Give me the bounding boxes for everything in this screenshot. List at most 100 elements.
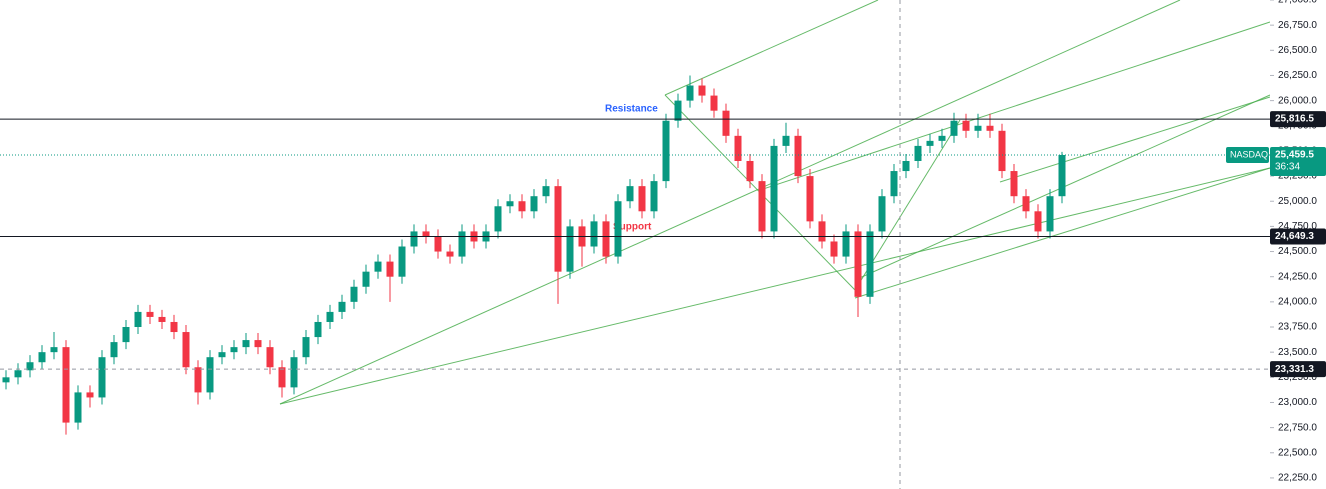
level-label: 24,649.3 xyxy=(1275,231,1314,242)
candle-body xyxy=(998,130,1006,172)
last-price-badge xyxy=(1270,147,1326,177)
candle-body xyxy=(122,327,130,343)
candle-body xyxy=(50,347,58,353)
trend-line xyxy=(759,21,1271,191)
candle-body xyxy=(878,196,886,232)
countdown-label: 36:34 xyxy=(1275,162,1300,173)
candle-body xyxy=(494,206,502,232)
candle-body xyxy=(206,357,214,393)
candle-body xyxy=(662,120,670,182)
trend-line xyxy=(279,0,1181,405)
candle-body xyxy=(86,392,94,398)
candle-body xyxy=(926,140,934,146)
y-tick-label: 24,000.0 xyxy=(1278,296,1317,307)
candle-body xyxy=(974,125,982,131)
y-tick-label: 22,250.0 xyxy=(1278,473,1317,484)
candle-body xyxy=(218,352,226,358)
candle-body xyxy=(14,370,22,378)
candle-body xyxy=(554,186,562,272)
crosshair-badge xyxy=(1270,361,1326,378)
trend-line xyxy=(279,167,1271,405)
candle-body xyxy=(182,332,190,368)
candle-body xyxy=(854,231,862,297)
candle-body xyxy=(842,231,850,257)
candle-body xyxy=(710,95,718,111)
candle-body xyxy=(374,261,382,272)
trend-line xyxy=(854,167,1271,299)
last-price-label: 25,459.5 xyxy=(1275,150,1314,161)
trend-line xyxy=(999,96,1271,183)
crosshair-label: 23,331.3 xyxy=(1275,364,1314,375)
y-tick-label: 23,000.0 xyxy=(1278,397,1317,408)
candle-body xyxy=(638,186,646,212)
candle-body xyxy=(626,186,634,202)
candle-body xyxy=(734,135,742,161)
candle-body xyxy=(698,85,706,96)
candle-body xyxy=(794,135,802,177)
candle-body xyxy=(230,347,238,353)
candle-body xyxy=(530,196,538,212)
annotation-resistance: Resistance xyxy=(605,104,658,115)
y-tick-label: 25,000.0 xyxy=(1278,196,1317,207)
y-tick-label: 24,750.0 xyxy=(1278,221,1317,232)
candle-body xyxy=(278,367,286,388)
candle-body xyxy=(194,367,202,393)
candle-body xyxy=(458,231,466,257)
candle-body xyxy=(818,221,826,242)
candle-body xyxy=(782,135,790,146)
candle-body xyxy=(170,321,178,333)
annotation-support: Support xyxy=(613,222,652,233)
candle-body xyxy=(266,347,274,368)
candle-body xyxy=(446,251,454,257)
candle-body xyxy=(410,231,418,247)
y-tick-label: 22,750.0 xyxy=(1278,422,1317,433)
candle-body xyxy=(134,311,142,328)
candle-body xyxy=(902,160,910,172)
candle-body xyxy=(242,340,250,348)
candle-body xyxy=(146,311,154,317)
candle-body xyxy=(1046,196,1054,232)
candle-body xyxy=(806,176,814,222)
candle-body xyxy=(830,241,838,257)
candle-body xyxy=(254,340,262,348)
candle-body xyxy=(290,357,298,388)
candle-body xyxy=(74,392,82,423)
candle-body xyxy=(890,171,898,197)
candle-body xyxy=(686,85,694,101)
candle-body xyxy=(350,286,358,302)
level-badge xyxy=(1270,228,1326,245)
y-tick-label: 24,250.0 xyxy=(1278,271,1317,282)
candle-body xyxy=(590,221,598,247)
candle-body xyxy=(758,181,766,232)
candle-body xyxy=(518,201,526,212)
candle-body xyxy=(746,160,754,182)
candle-body xyxy=(2,377,10,383)
candle-body xyxy=(770,145,778,232)
y-tick-label: 22,500.0 xyxy=(1278,447,1317,458)
candle-body xyxy=(674,100,682,121)
candle-body xyxy=(722,110,730,136)
y-tick-label: 25,250.0 xyxy=(1278,171,1317,182)
candle-body xyxy=(302,337,310,358)
y-tick-label: 27,000.0 xyxy=(1278,0,1317,6)
candle-body xyxy=(650,181,658,212)
candle-body xyxy=(602,221,610,257)
candle-body xyxy=(1022,196,1030,212)
candle-body xyxy=(1010,171,1018,197)
y-tick-label: 26,000.0 xyxy=(1278,95,1317,106)
trend-line xyxy=(664,0,879,96)
candle-body xyxy=(326,311,334,322)
candle-body xyxy=(98,357,106,398)
y-tick-label: 24,500.0 xyxy=(1278,246,1317,257)
candle-body xyxy=(110,342,118,358)
candle-body xyxy=(1058,155,1066,197)
candle-body xyxy=(398,246,406,277)
candle-body xyxy=(506,201,514,207)
candle-body xyxy=(422,231,430,237)
y-tick-label: 26,500.0 xyxy=(1278,45,1317,56)
y-tick-label: 23,250.0 xyxy=(1278,372,1317,383)
candle-body xyxy=(386,261,394,277)
y-tick-label: 23,500.0 xyxy=(1278,347,1317,358)
candle-body xyxy=(158,316,166,322)
